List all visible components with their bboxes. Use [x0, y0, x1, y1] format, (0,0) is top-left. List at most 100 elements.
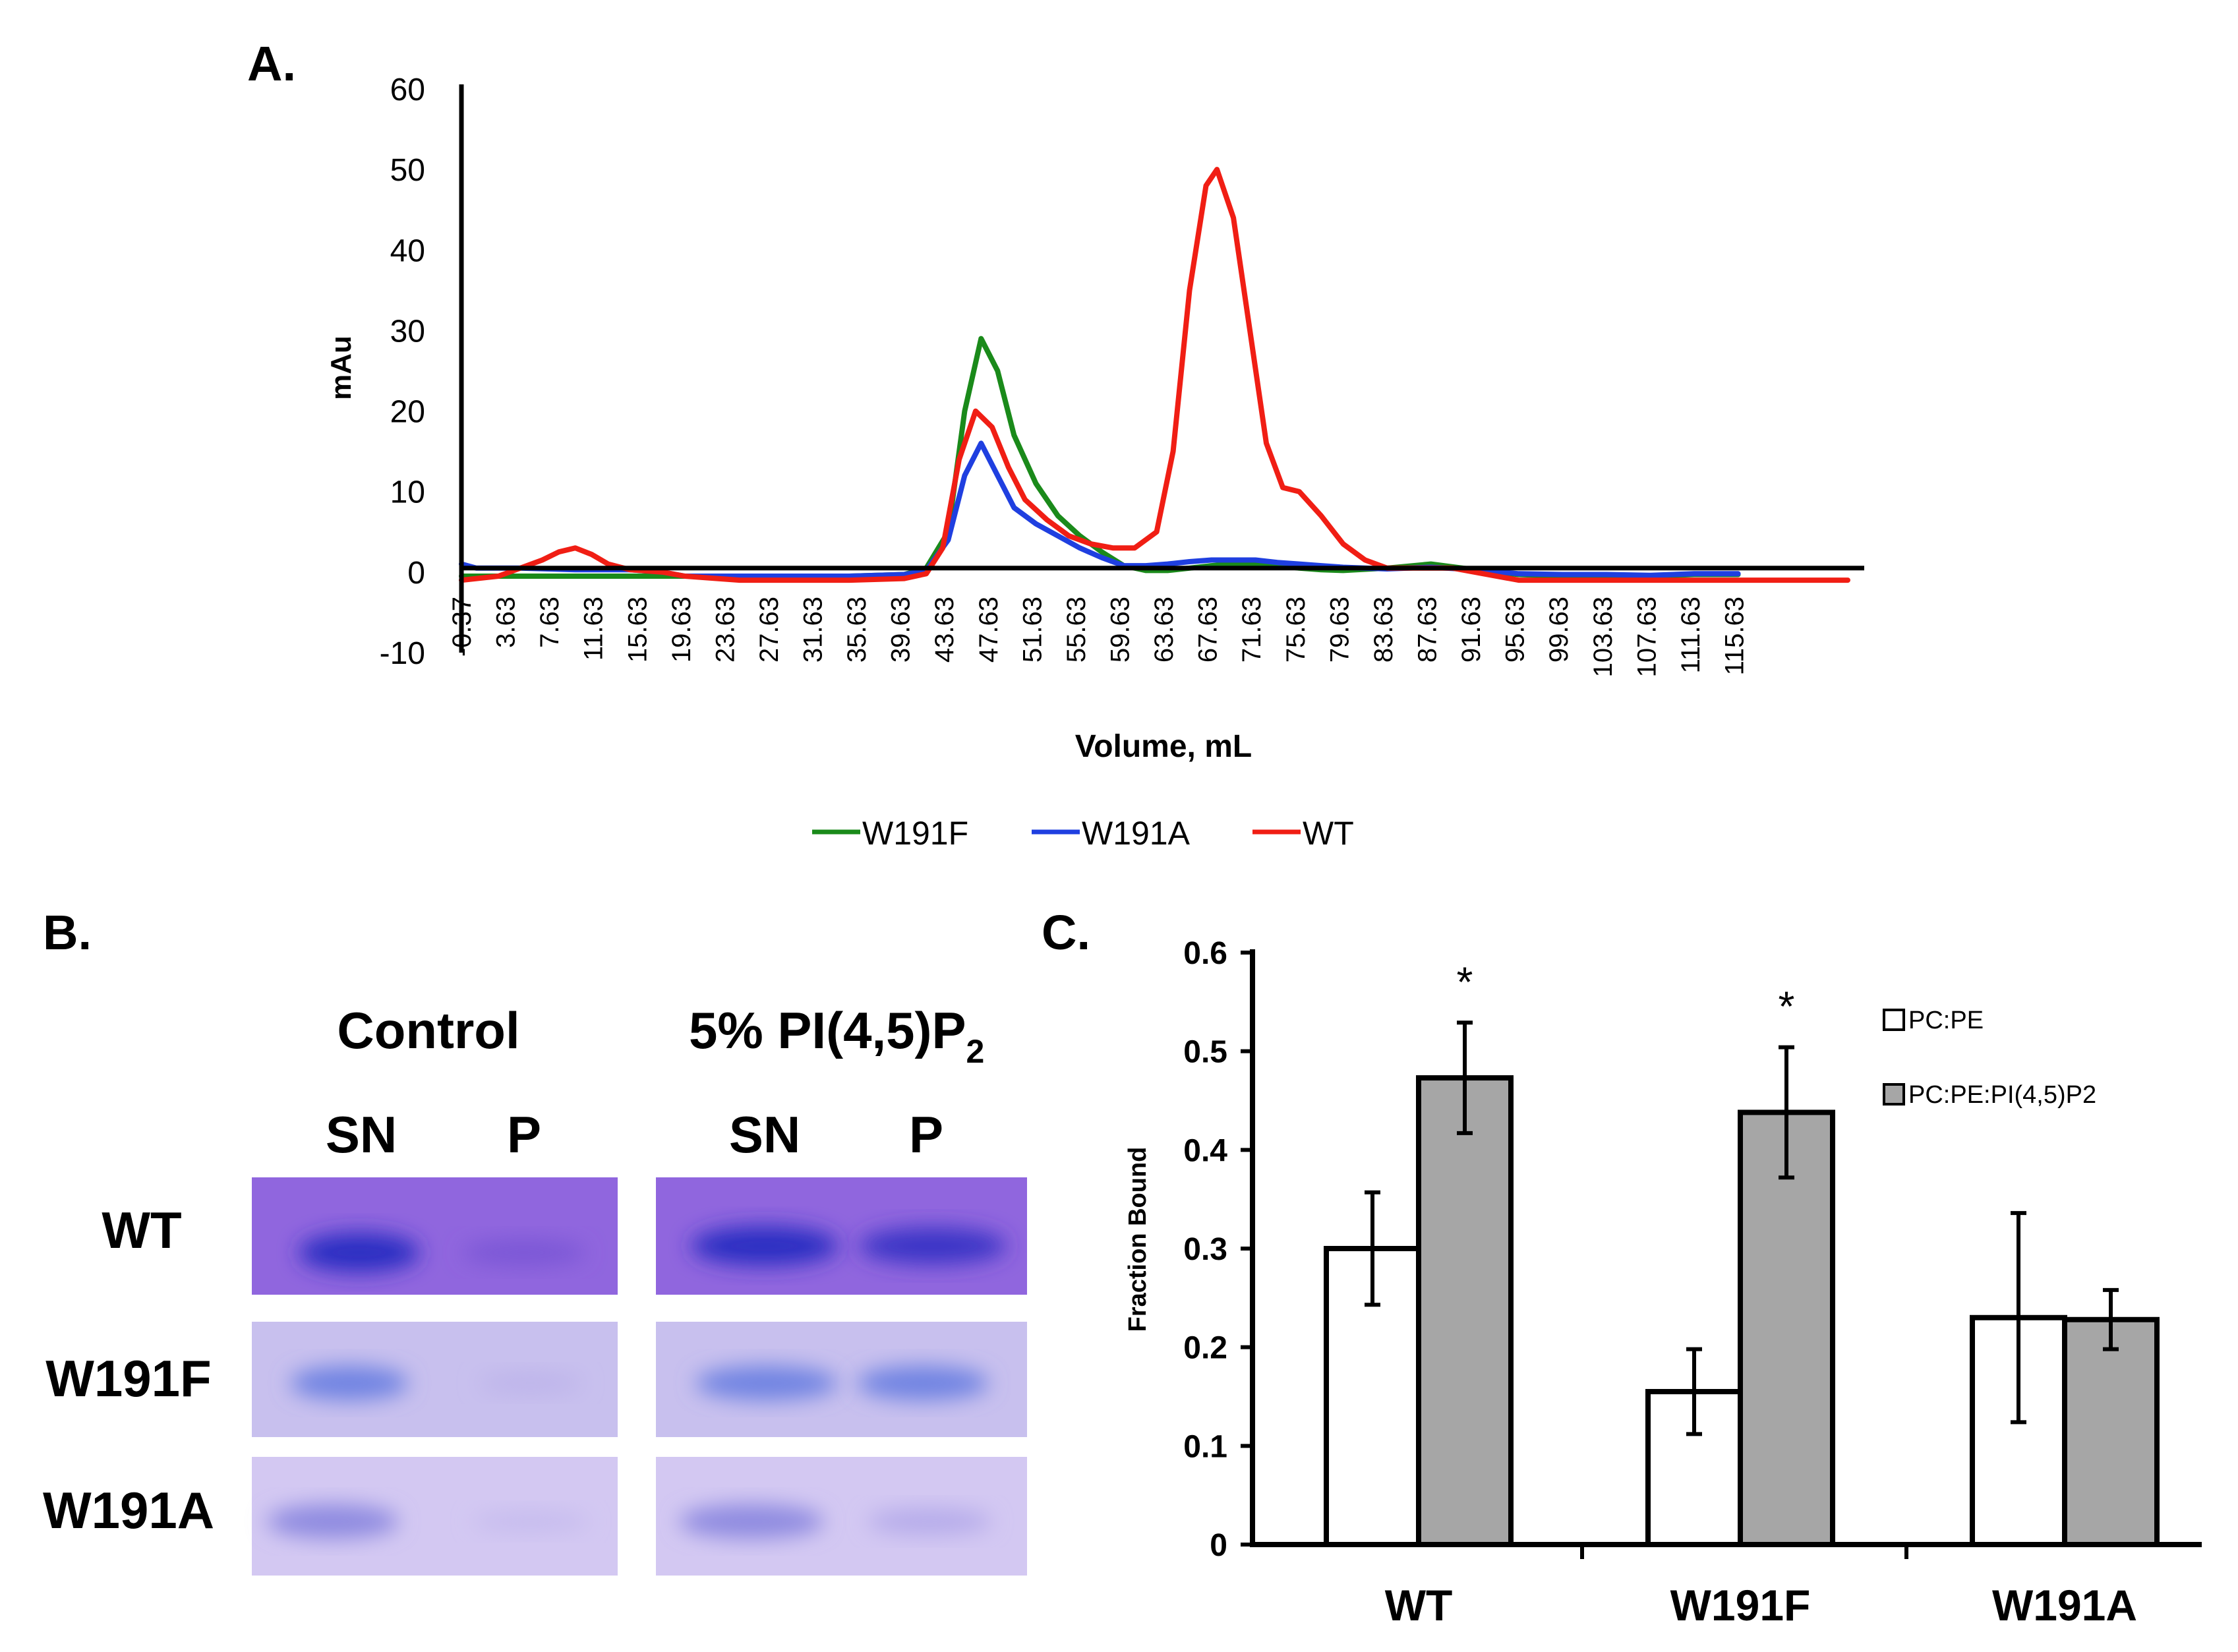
category-label-w191f: W191F [1670, 1581, 1811, 1630]
y-tick-label: 0.1 [1183, 1429, 1227, 1464]
legend-label-wt: WT [1303, 815, 1354, 852]
y-tick-label: 40 [390, 233, 425, 268]
chromatogram-legend: W191F W191A WT [812, 815, 1354, 852]
y-tick-label: 0.6 [1183, 936, 1227, 971]
x-tick-label: 67.63 [1194, 597, 1223, 663]
binding-bar-chart: 00.10.20.30.40.50.6 ** WT W191F W191A Frac… [1124, 936, 2202, 1630]
y-tick-label: 0 [407, 556, 425, 591]
series-line-w191f [459, 336, 1741, 579]
gel-row-label-w191a: W191A [43, 1481, 214, 1539]
x-tick-label: 87.63 [1413, 597, 1442, 663]
chromatogram-lines [459, 167, 1850, 583]
panel-label-c: C. [1042, 905, 1090, 960]
x-tick-label: 11.63 [579, 597, 608, 661]
legend-label-pc-pe-pip2: PC:PE:PI(4,5)P2 [1908, 1081, 2096, 1109]
x-tick-label: 107.63 [1632, 597, 1661, 677]
y-tick-label: 0.2 [1183, 1331, 1227, 1366]
x-tick-label: 111.63 [1676, 597, 1705, 673]
x-tick-label: 83.63 [1369, 597, 1398, 663]
bar-w191a-pc-pe-pi-4-5-p2 [2062, 1316, 2160, 1547]
series-line-w191a [459, 440, 1741, 579]
x-tick-label: 39.63 [887, 597, 916, 663]
x-tick-label: 75.63 [1281, 597, 1310, 663]
x-tick-label: 79.63 [1325, 597, 1354, 663]
y-tick-label: 20 [390, 395, 425, 430]
bar-chart-y-label: Fraction Bound [1124, 1147, 1152, 1332]
series-line-wt [459, 167, 1850, 583]
gel-header-control: Control [337, 1001, 519, 1059]
x-tick-label: 71.63 [1237, 597, 1266, 663]
gel-blot-wt-control [252, 1177, 618, 1295]
legend-label-pc-pe: PC:PE [1908, 1007, 1984, 1034]
y-tick-label: 0.3 [1183, 1232, 1227, 1267]
chromatogram-x-ticks: -0.373.637.6311.6315.6319.6323.6327.6331… [448, 597, 1749, 677]
x-tick-label: 7.63 [535, 597, 564, 648]
legend-swatch-pc-pe [1883, 1009, 1905, 1031]
chromatogram-x-label: Volume, mL [1075, 729, 1252, 764]
x-tick-label: 3.63 [492, 597, 521, 648]
x-tick-label: 63.63 [1150, 597, 1179, 663]
bar-w191f-pc-pe-pi-4-5-p2 [1738, 1109, 1835, 1547]
x-tick-label: 31.63 [799, 597, 828, 663]
y-tick-label: 10 [390, 475, 425, 510]
gel-band-w191a-control-p [471, 1511, 590, 1532]
bar-chart-categories: WT W191F W191A [1385, 1545, 2137, 1630]
legend-swatch-pc-pe-pip2 [1883, 1083, 1905, 1106]
significance-marker: * [1779, 983, 1795, 1030]
y-tick-label: 30 [390, 314, 425, 349]
x-tick-label: 55.63 [1062, 597, 1091, 663]
y-tick-label: 0.5 [1183, 1035, 1227, 1070]
gel-panel: Control 5% PI(4,5)P2 SN P SN P WT W191F … [43, 1001, 1027, 1576]
x-tick-label: 47.63 [974, 597, 1003, 663]
category-label-w191a: W191A [1992, 1581, 2137, 1630]
y-tick-label: 0 [1210, 1528, 1227, 1563]
gel-band-wt-control-p [461, 1239, 587, 1266]
x-tick-label: 43.63 [930, 597, 959, 663]
y-tick-label: 60 [390, 73, 425, 107]
gel-lane-label-control-p: P [507, 1106, 541, 1164]
x-tick-label: 103.63 [1589, 597, 1618, 677]
x-tick-label: 115.63 [1720, 597, 1749, 675]
x-tick-label: 23.63 [711, 597, 740, 663]
chromatogram-y-ticks: -10 0 10 20 30 40 50 60 [380, 73, 425, 671]
gel-lane-label-pip2-p: P [909, 1106, 943, 1164]
y-tick-label: -10 [380, 636, 425, 671]
gel-band-w191a-pip2-sn [679, 1504, 824, 1539]
x-tick-label: 19.63 [667, 597, 696, 663]
chromatogram-y-label: mAu [325, 336, 357, 400]
gel-band-wt-pip2-sn [691, 1226, 839, 1266]
significance-marker: * [1457, 958, 1473, 1005]
bar-wt-pc-pe-pi-4-5-p2 [1416, 1075, 1514, 1547]
gel-band-w191a-control-sn [267, 1504, 399, 1539]
bar-chart-legend: PC:PE PC:PE:PI(4,5)P2 [1883, 1007, 2096, 1109]
x-tick-label: 99.63 [1545, 597, 1574, 663]
category-label-wt: WT [1385, 1581, 1453, 1630]
gel-lane-label-pip2-sn: SN [729, 1106, 800, 1164]
panel-label-a: A. [247, 36, 296, 91]
x-tick-label: 59.63 [1106, 597, 1135, 663]
x-tick-label: 95.63 [1501, 597, 1530, 663]
bar-chart-y-ticks: 0 0.1 0.2 0.3 0.4 0.5 0.6 [1183, 936, 1252, 1563]
gel-band-w191a-pip2-p [867, 1508, 992, 1535]
y-tick-label: 50 [390, 153, 425, 188]
gel-band-wt-control-sn [299, 1233, 420, 1272]
gel-band-wt-pip2-p [859, 1227, 1007, 1264]
y-tick-label: 0.4 [1183, 1133, 1227, 1168]
x-tick-label: 27.63 [755, 597, 784, 663]
gel-band-w191f-pip2-sn [695, 1366, 838, 1400]
gel-band-w191f-pip2-p [857, 1366, 989, 1400]
gel-lane-label-control-sn: SN [326, 1106, 397, 1164]
gel-band-w191f-control-sn [290, 1366, 409, 1400]
gel-header-pip2: 5% PI(4,5)P2 [689, 1001, 984, 1070]
legend-label-w191a: W191A [1082, 815, 1191, 852]
x-tick-label: 35.63 [842, 597, 871, 663]
x-tick-label: 15.63 [623, 597, 652, 663]
gel-band-w191f-control-p [478, 1372, 583, 1394]
bar-chart-bars: ** [1324, 958, 2160, 1548]
panel-label-b: B. [43, 905, 92, 960]
gel-row-label-w191f: W191F [45, 1349, 211, 1407]
gel-row-label-wt: WT [102, 1201, 181, 1259]
x-tick-label: 51.63 [1018, 597, 1047, 663]
